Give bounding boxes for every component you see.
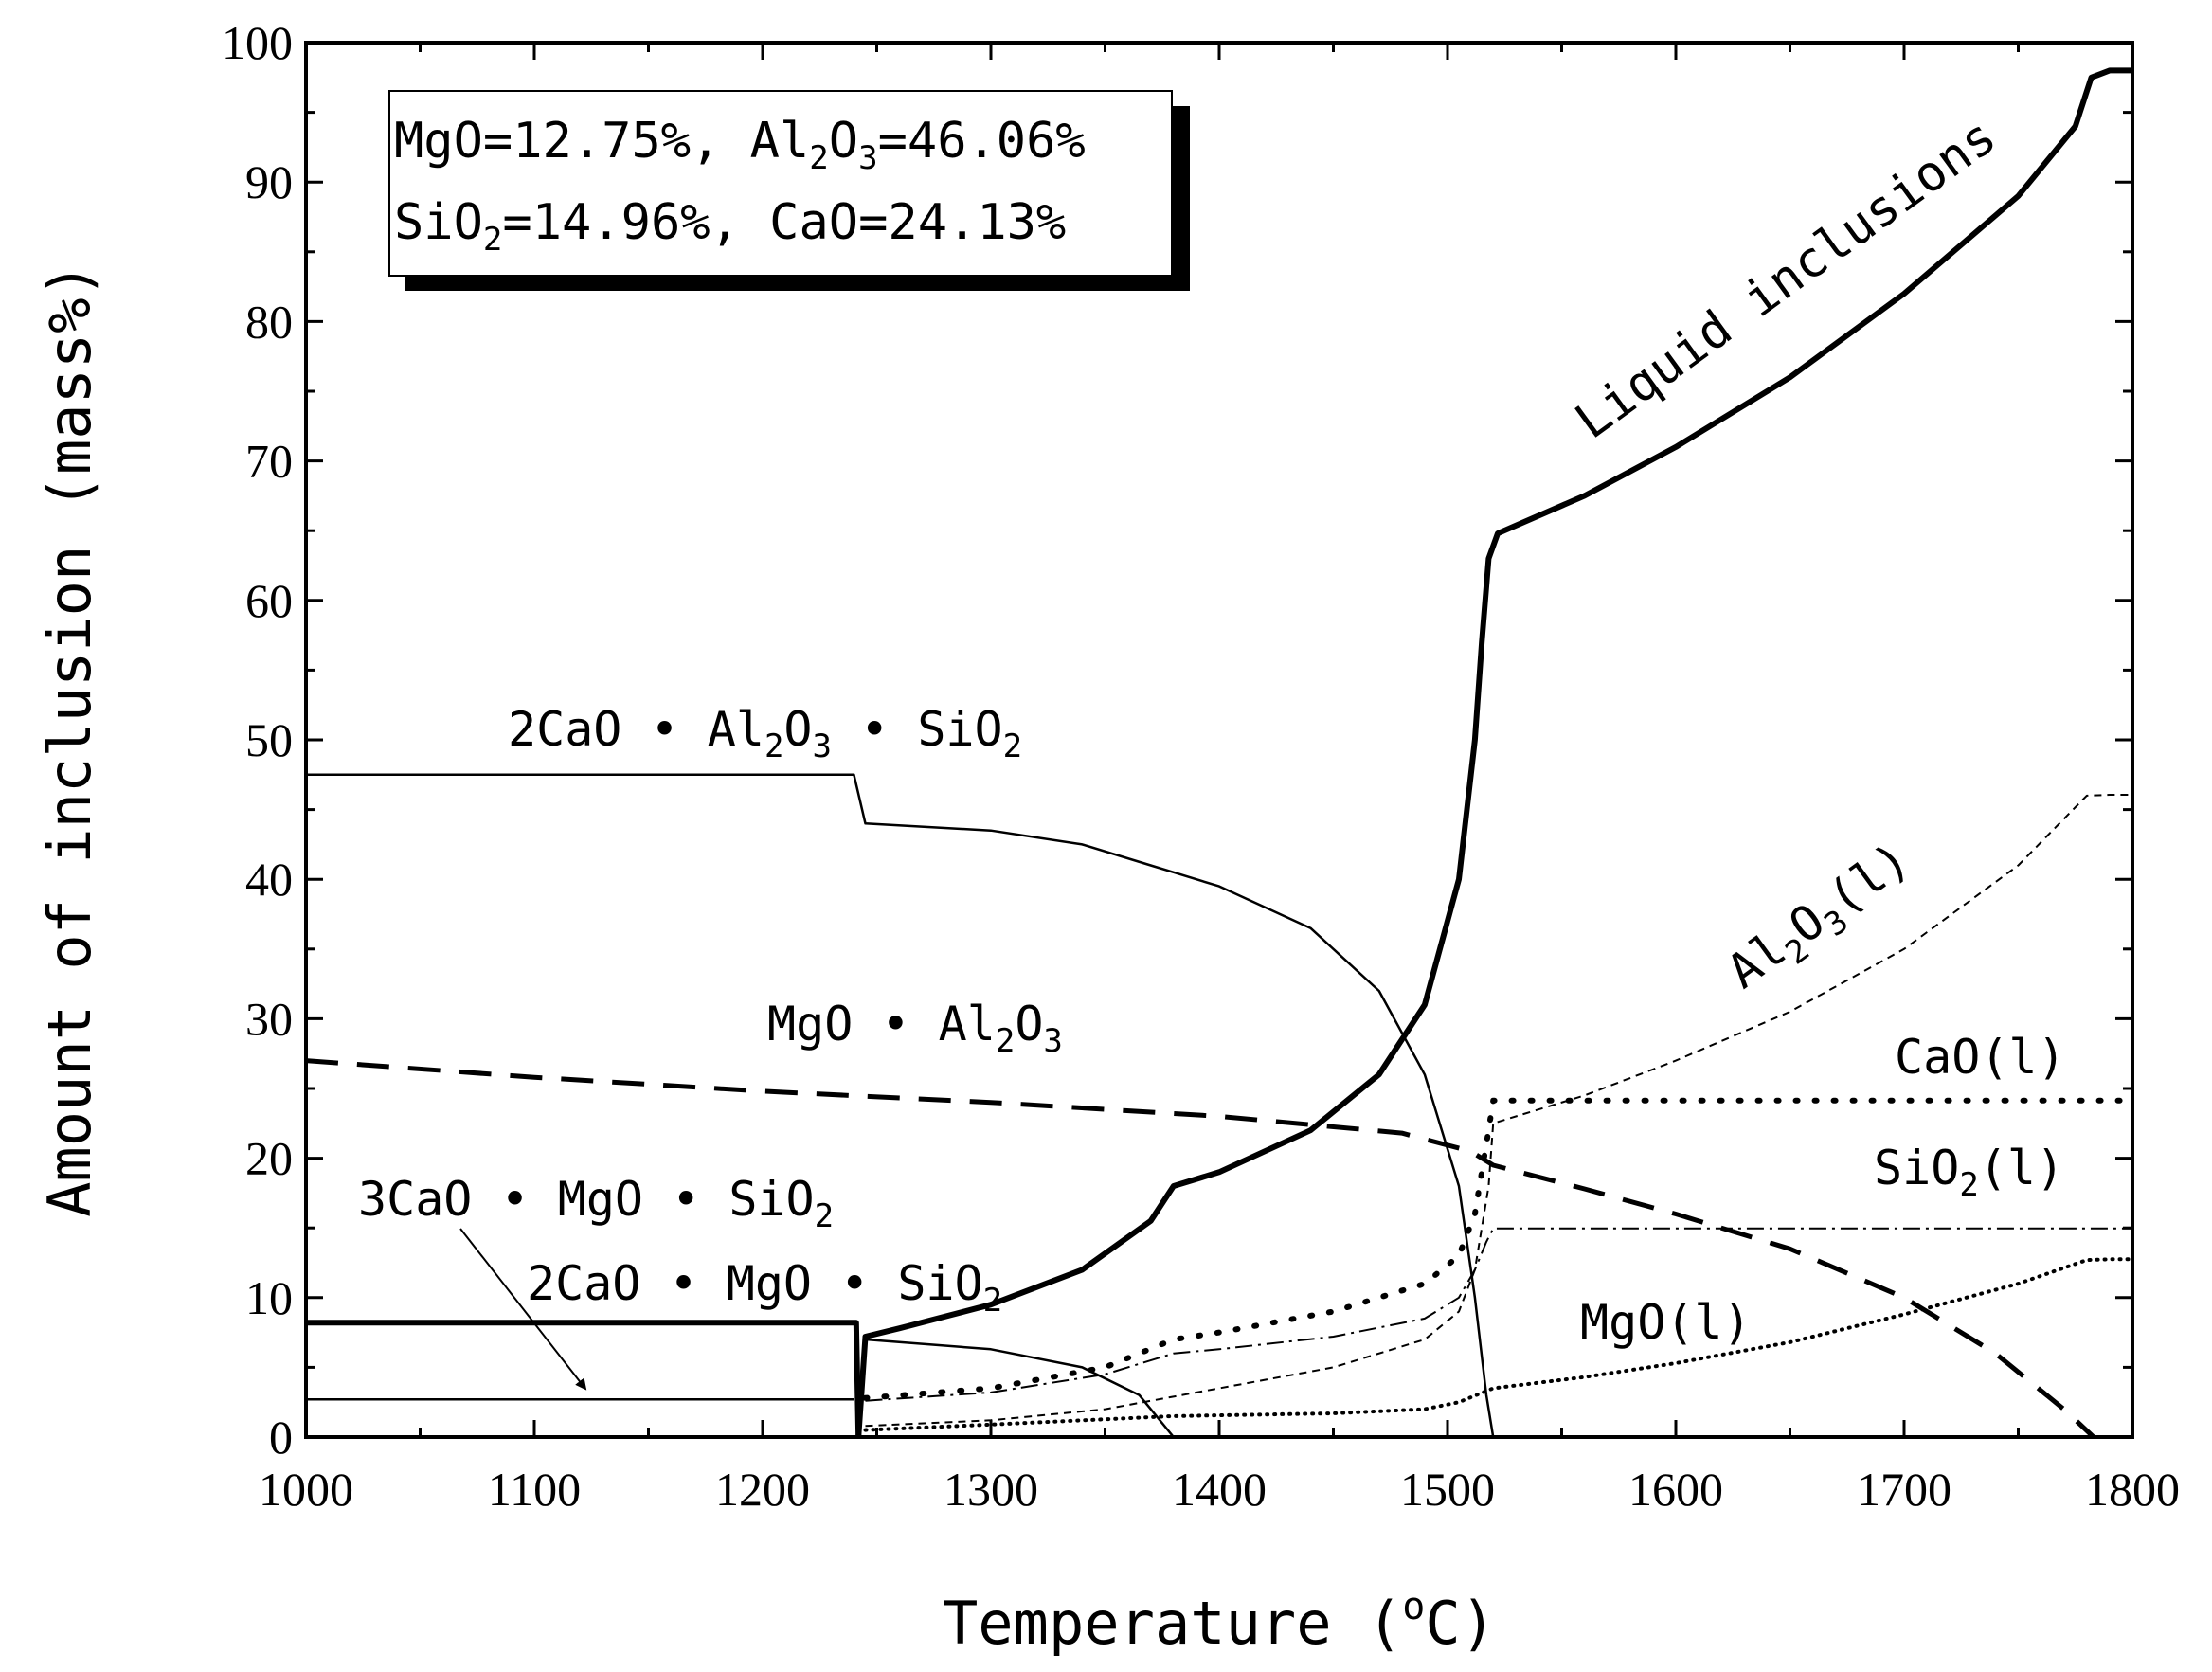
series-al2o3_l <box>865 794 2132 1428</box>
composition-line-2: SiO2=14.96%, CaO=24.13% <box>394 194 1066 259</box>
y-tick-label: 20 <box>245 1132 293 1185</box>
x-tick-label: 1300 <box>944 1463 1038 1516</box>
series-c2as <box>306 773 1495 1438</box>
tick-labels: 1000 1100 1200 1300 1400 1500 1600 1700 1800 0 10 2… <box>222 16 2180 1516</box>
annotation-al2o3-l: Al2O3(l) <box>1717 832 1925 1006</box>
x-tick-label: 1000 <box>259 1463 353 1516</box>
annotation-3cao-mgo-sio2: 3CaO • MgO • SiO2 <box>358 1172 834 1235</box>
axis-ticks <box>304 41 2134 1439</box>
x-axis-title: Temperature (oC) <box>943 1585 1496 1658</box>
x-tick-label: 1400 <box>1172 1463 1267 1516</box>
series-liquid <box>855 67 2132 1438</box>
annotation-liquid-inclusions: Liquid inclusions <box>1565 108 2006 450</box>
x-tick-label: 1700 <box>1857 1463 1951 1516</box>
composition-line-1: MgO=12.75%, Al2O3=46.06% <box>394 113 1086 177</box>
annotation-2cao-mgo-sio2: 2CaO • MgO • SiO2 <box>527 1256 1002 1320</box>
x-tick-label: 1800 <box>2085 1463 2180 1516</box>
series-c2ms_rest <box>865 1338 1175 1438</box>
y-tick-label: 30 <box>245 992 293 1045</box>
y-tick-label: 80 <box>245 295 293 348</box>
y-tick-label: 90 <box>245 155 293 208</box>
y-tick-label: 50 <box>245 713 293 766</box>
annotation-mgo-al2o3: MgO • Al2O3 <box>767 997 1063 1060</box>
y-tick-label: 40 <box>245 853 293 906</box>
series-cao_l <box>862 1097 2135 1401</box>
composition-box-frame <box>388 90 1173 277</box>
annotation-cao-l: CaO(l) <box>1895 1030 2066 1085</box>
x-tick-label: 1100 <box>488 1463 581 1516</box>
series-layer <box>305 67 2135 1439</box>
annotation-mgo-l: MgO(l) <box>1580 1295 1752 1350</box>
annotation-sio2-l: SiO2(l) <box>1874 1141 2064 1204</box>
x-tick-label: 1500 <box>1400 1463 1495 1516</box>
y-tick-label: 10 <box>245 1271 293 1324</box>
y-tick-label: 70 <box>245 435 293 488</box>
y-tick-label: 0 <box>269 1411 293 1464</box>
annotation-3cao-arrow <box>459 1228 587 1391</box>
series-c2ms <box>306 1320 862 1438</box>
composition-box: MgO=12.75%, Al2O3=46.06% SiO2=14.96%, Ca… <box>388 90 1190 291</box>
series-mgal <box>305 1058 2095 1439</box>
annotation-2cao-al2o3-sio2: 2CaO • Al2O3 • SiO2 <box>508 702 1022 765</box>
y-tick-label: 100 <box>222 16 293 69</box>
y-axis-title: Amount of inclusion (mass%) <box>35 262 104 1217</box>
x-tick-label: 1600 <box>1628 1463 1723 1516</box>
series-sio2_l <box>865 1227 2132 1402</box>
y-tick-label: 60 <box>245 574 293 627</box>
series-mgo_l <box>863 1257 2134 1432</box>
x-tick-label: 1200 <box>715 1463 810 1516</box>
